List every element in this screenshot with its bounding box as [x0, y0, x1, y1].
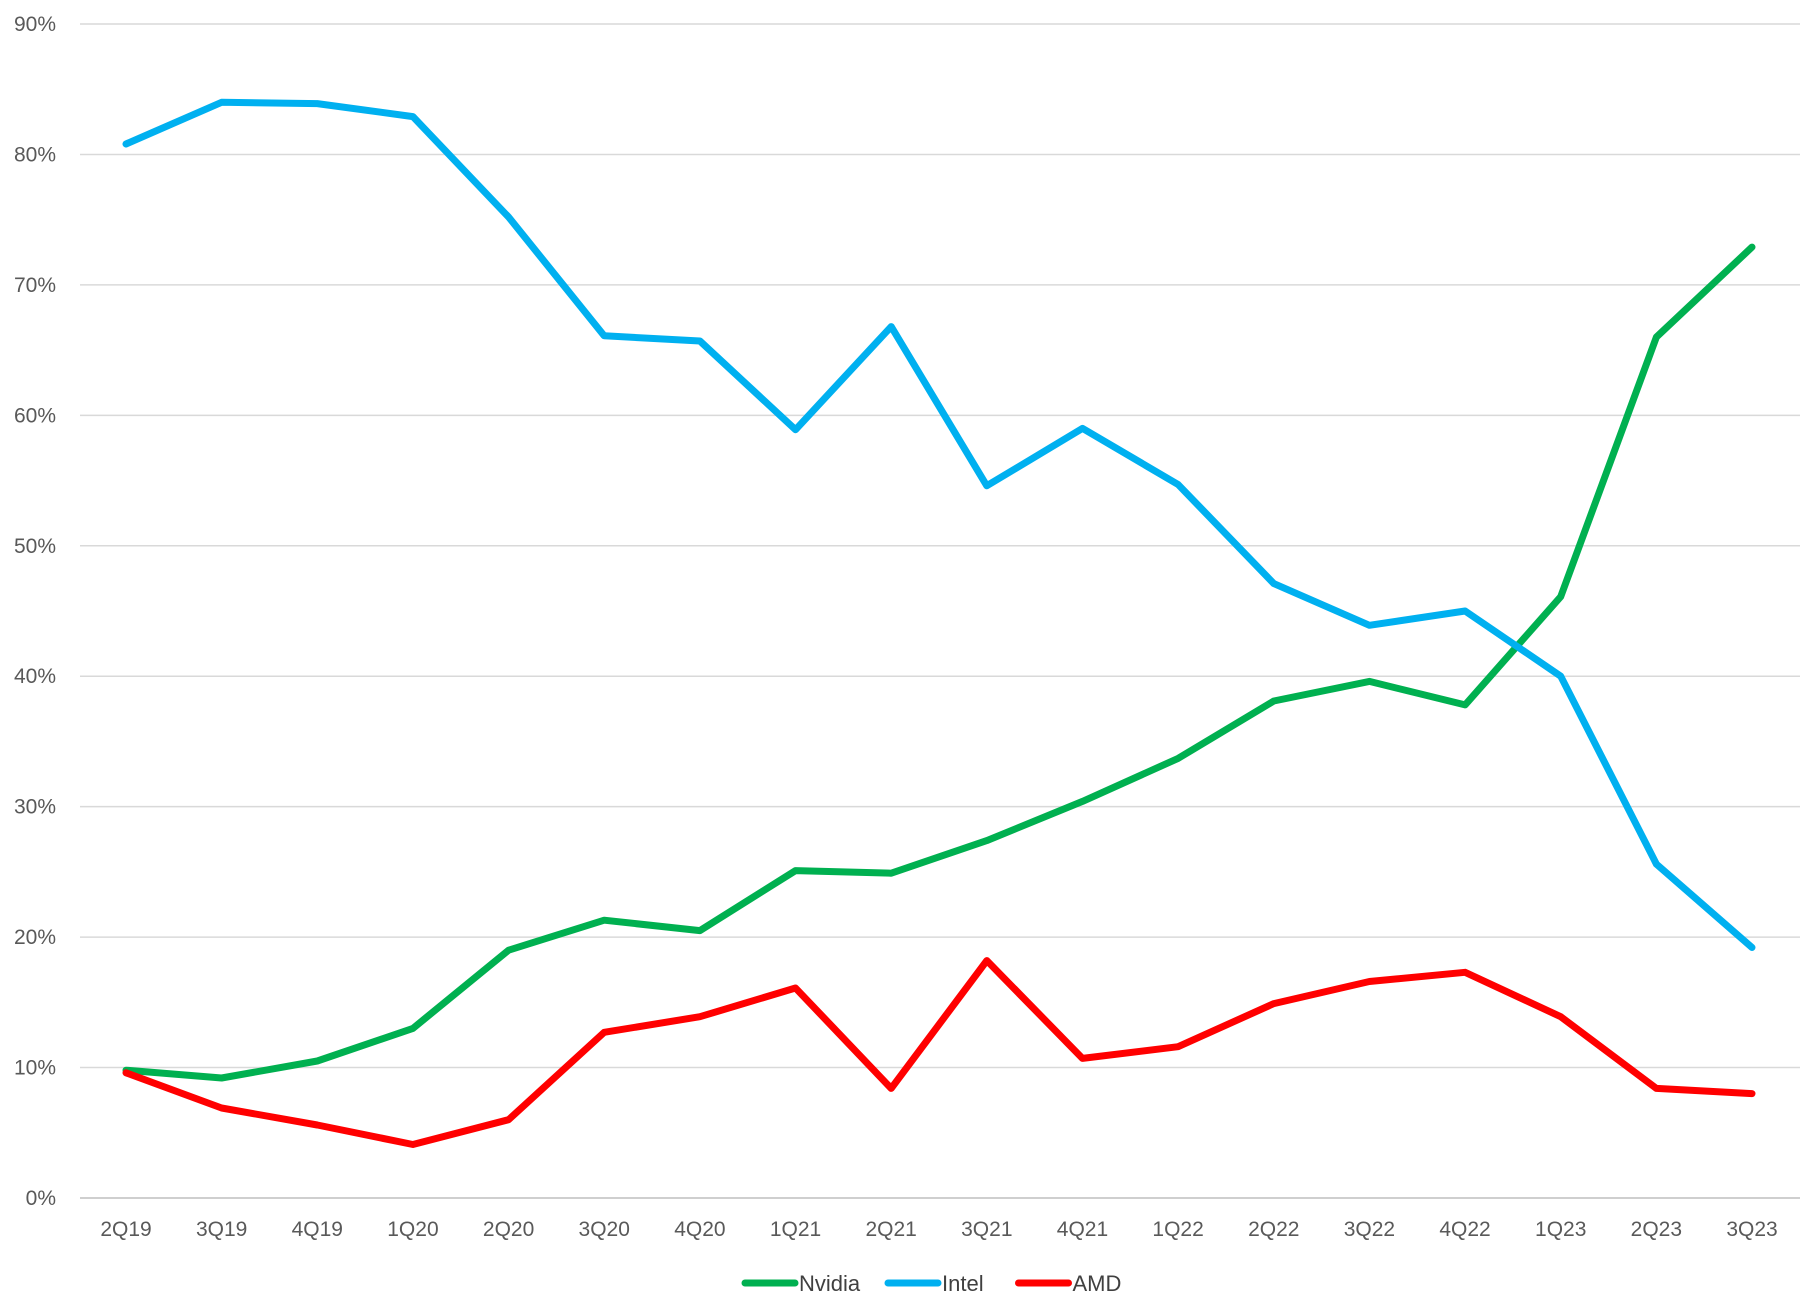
x-tick-label: 2Q22 — [1248, 1218, 1299, 1241]
x-tick-label: 1Q23 — [1535, 1218, 1586, 1241]
x-tick-label: 1Q21 — [770, 1218, 821, 1241]
y-tick-label: 30% — [14, 796, 56, 819]
series-line-amd — [122, 957, 1756, 1148]
y-tick-label: 0% — [26, 1187, 56, 1210]
legend-label-intel: Intel — [942, 1271, 984, 1296]
legend-label-nvidia: Nvidia — [799, 1271, 861, 1296]
y-axis-tick-labels: 0% 10% 20% 30% 40% 50% 60% 70% 80% 90% — [14, 13, 56, 1210]
y-tick-label: 40% — [14, 665, 56, 688]
y-tick-label: 60% — [14, 404, 56, 427]
x-tick-label: 2Q23 — [1631, 1218, 1682, 1241]
x-tick-label: 1Q20 — [387, 1218, 438, 1241]
legend: Nvidia Intel AMD — [741, 1271, 1122, 1296]
x-tick-label: 4Q19 — [292, 1218, 343, 1241]
y-tick-label: 70% — [14, 274, 56, 297]
x-tick-label: 3Q23 — [1726, 1218, 1777, 1241]
series-lines — [122, 98, 1756, 1148]
y-tick-label: 80% — [14, 143, 56, 166]
x-tick-label: 2Q20 — [483, 1218, 534, 1241]
y-tick-label: 50% — [14, 535, 56, 558]
y-tick-label: 90% — [14, 13, 56, 36]
series-line-intel — [122, 98, 1756, 951]
x-tick-label: 3Q19 — [196, 1218, 247, 1241]
x-tick-label: 4Q22 — [1439, 1218, 1490, 1241]
x-tick-label: 2Q21 — [865, 1218, 916, 1241]
x-tick-label: 4Q21 — [1057, 1218, 1108, 1241]
x-tick-label: 3Q22 — [1344, 1218, 1395, 1241]
x-axis-tick-labels: 2Q19 3Q19 4Q19 1Q20 2Q20 3Q20 4Q20 1Q21 2Q21 3Q21… — [100, 1218, 1777, 1241]
y-tick-label: 20% — [14, 926, 56, 949]
x-tick-label: 4Q20 — [674, 1218, 725, 1241]
x-tick-label: 2Q19 — [100, 1218, 151, 1241]
y-tick-label: 10% — [14, 1057, 56, 1080]
x-tick-label: 3Q20 — [579, 1218, 630, 1241]
x-tick-label: 1Q22 — [1152, 1218, 1203, 1241]
series-line-nvidia — [122, 243, 1756, 1082]
x-tick-label: 3Q21 — [961, 1218, 1012, 1241]
gridlines — [80, 23, 1800, 1199]
legend-label-amd: AMD — [1073, 1271, 1122, 1296]
